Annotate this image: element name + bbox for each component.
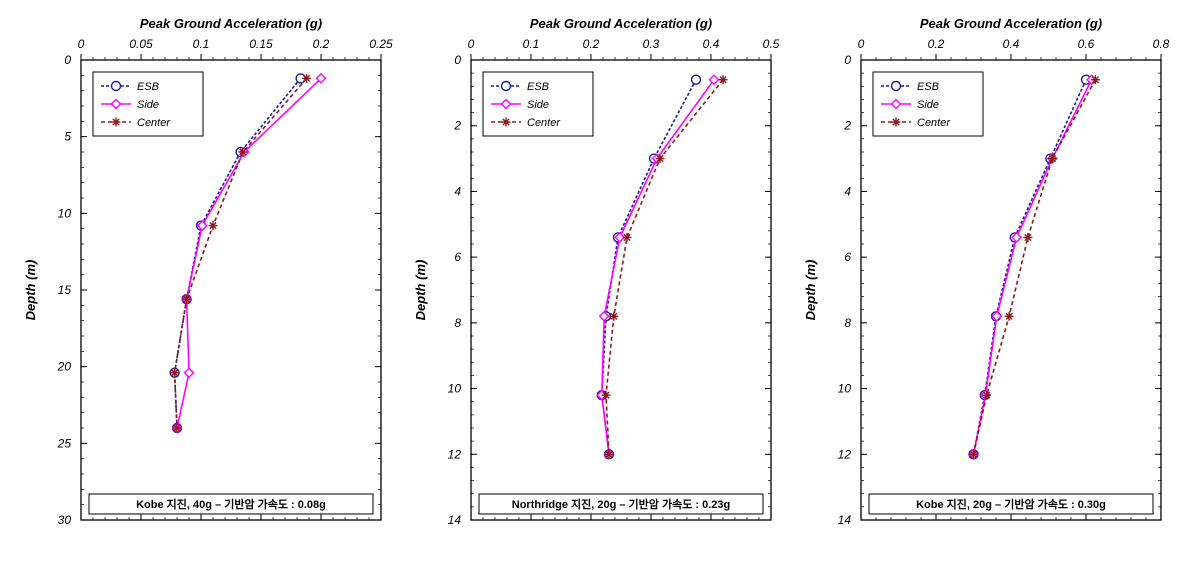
svg-text:Center: Center [917, 117, 951, 129]
svg-text:0.1: 0.1 [522, 37, 539, 51]
svg-text:25: 25 [56, 436, 71, 450]
svg-text:0: 0 [844, 53, 851, 67]
svg-text:0.6: 0.6 [1077, 37, 1094, 51]
svg-text:Peak Ground Acceleration (g): Peak Ground Acceleration (g) [919, 16, 1101, 31]
svg-text:Peak Ground Acceleration (g): Peak Ground Acceleration (g) [139, 16, 321, 31]
svg-text:12: 12 [837, 447, 851, 461]
svg-text:Center: Center [137, 117, 171, 129]
svg-text:Side: Side [137, 99, 159, 111]
svg-text:6: 6 [454, 250, 461, 264]
svg-text:20: 20 [56, 360, 71, 374]
chart-svg-3: 0 0.2 0.4 0.6 0.8 0 2 4 6 8 10 12 14 Peak Ground Acce… [793, 10, 1178, 568]
svg-text:ESB: ESB [917, 81, 939, 93]
chart-svg-1: 0 0.05 0.1 0.15 0.2 0.25 0 5 10 15 20 25 30 Peak Grou… [13, 10, 398, 568]
svg-text:12: 12 [447, 447, 461, 461]
svg-text:Kobe 지진, 40g – 기반암 가속도 : 0.08g: Kobe 지진, 40g – 기반암 가속도 : 0.08g [136, 497, 326, 511]
svg-text:6: 6 [844, 250, 851, 264]
chart-panels: 00.050.10.150.20.25051015202530Peak Grou… [0, 0, 1190, 578]
svg-text:0: 0 [857, 37, 864, 51]
svg-text:2: 2 [453, 119, 461, 133]
svg-text:10: 10 [57, 206, 71, 220]
svg-text:ESB: ESB [137, 81, 159, 93]
svg-text:4: 4 [844, 184, 851, 198]
svg-text:2: 2 [843, 119, 851, 133]
svg-text:14: 14 [447, 513, 461, 527]
svg-text:Side: Side [917, 99, 939, 111]
svg-text:0.3: 0.3 [642, 37, 659, 51]
svg-text:Side: Side [527, 99, 549, 111]
svg-text:4: 4 [454, 184, 461, 198]
svg-text:14: 14 [837, 513, 851, 527]
svg-text:8: 8 [844, 316, 851, 330]
chart-panel-1: 0 0.05 0.1 0.15 0.2 0.25 0 5 10 15 20 25 30 Peak Grou… [13, 10, 398, 568]
svg-text:Kobe 지진, 20g – 기반암 가속도 : 0.30g: Kobe 지진, 20g – 기반암 가속도 : 0.30g [916, 497, 1106, 511]
svg-text:0.2: 0.2 [927, 37, 944, 51]
svg-text:8: 8 [454, 316, 461, 330]
svg-text:0.15: 0.15 [249, 37, 273, 51]
svg-text:0.8: 0.8 [1152, 37, 1169, 51]
svg-text:0.25: 0.25 [369, 37, 393, 51]
svg-text:Depth (m): Depth (m) [803, 260, 818, 321]
svg-text:15: 15 [57, 283, 71, 297]
svg-text:Depth (m): Depth (m) [23, 260, 38, 321]
svg-text:0: 0 [77, 37, 84, 51]
svg-text:0.2: 0.2 [312, 37, 329, 51]
svg-text:Center: Center [527, 117, 561, 129]
svg-text:5: 5 [64, 130, 71, 144]
svg-text:0: 0 [467, 37, 474, 51]
svg-text:Peak Ground Acceleration (g): Peak Ground Acceleration (g) [529, 16, 711, 31]
chart-panel-3: 0 0.2 0.4 0.6 0.8 0 2 4 6 8 10 12 14 Peak Ground Acce… [793, 10, 1178, 568]
svg-text:0.2: 0.2 [582, 37, 599, 51]
svg-text:0.1: 0.1 [192, 37, 209, 51]
svg-text:10: 10 [447, 382, 461, 396]
chart-svg-2: 0 0.1 0.2 0.3 0.4 0.5 0 2 4 6 8 10 12 14 Peak Ground A… [403, 10, 788, 568]
svg-text:Depth (m): Depth (m) [413, 260, 428, 321]
svg-text:10: 10 [837, 382, 851, 396]
svg-text:0.4: 0.4 [1002, 37, 1019, 51]
svg-text:Northridge 지진, 20g – 기반암 가속도 :: Northridge 지진, 20g – 기반암 가속도 : 0.23g [511, 497, 730, 511]
svg-text:30: 30 [57, 513, 71, 527]
svg-text:0.05: 0.05 [129, 37, 153, 51]
svg-text:0.4: 0.4 [702, 37, 719, 51]
svg-text:0: 0 [64, 53, 71, 67]
svg-text:ESB: ESB [527, 81, 549, 93]
svg-text:0: 0 [454, 53, 461, 67]
svg-text:0.5: 0.5 [762, 37, 779, 51]
chart-panel-2: 0 0.1 0.2 0.3 0.4 0.5 0 2 4 6 8 10 12 14 Peak Ground A… [403, 10, 788, 568]
